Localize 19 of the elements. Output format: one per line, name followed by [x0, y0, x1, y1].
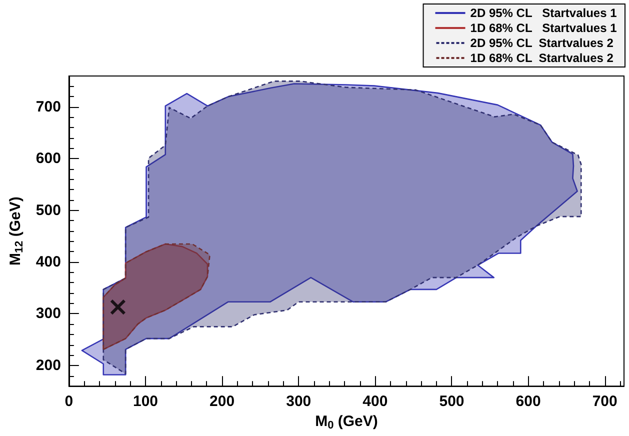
y-tick-label: 200 — [36, 356, 61, 374]
legend-label: 2D 95% CL Startvalues 1 — [470, 6, 618, 20]
x-tick-label: 300 — [286, 393, 312, 410]
x-tick-label: 600 — [516, 393, 541, 410]
y-tick-label: 600 — [36, 150, 61, 168]
x-tick-label: 700 — [592, 393, 618, 410]
y-axis-title: M12 (GeV) — [7, 196, 26, 266]
x-tick-label: 500 — [439, 393, 464, 410]
y-tick-label: 500 — [36, 202, 61, 219]
x-tick-label: 400 — [362, 393, 388, 410]
x-tick-label: 200 — [210, 393, 235, 410]
legend-label: 1D 68% CL Startvalues 2 — [470, 51, 614, 65]
x-tick-label: 0 — [64, 393, 74, 410]
y-tick-label: 300 — [36, 305, 61, 322]
legend-label: 2D 95% CL Startvalues 2 — [470, 36, 614, 50]
x-tick-label: 100 — [132, 393, 158, 410]
y-tick-label: 400 — [36, 254, 61, 271]
y-tick-label: 700 — [36, 98, 61, 116]
legend-label: 1D 68% CL Startvalues 1 — [470, 21, 618, 35]
